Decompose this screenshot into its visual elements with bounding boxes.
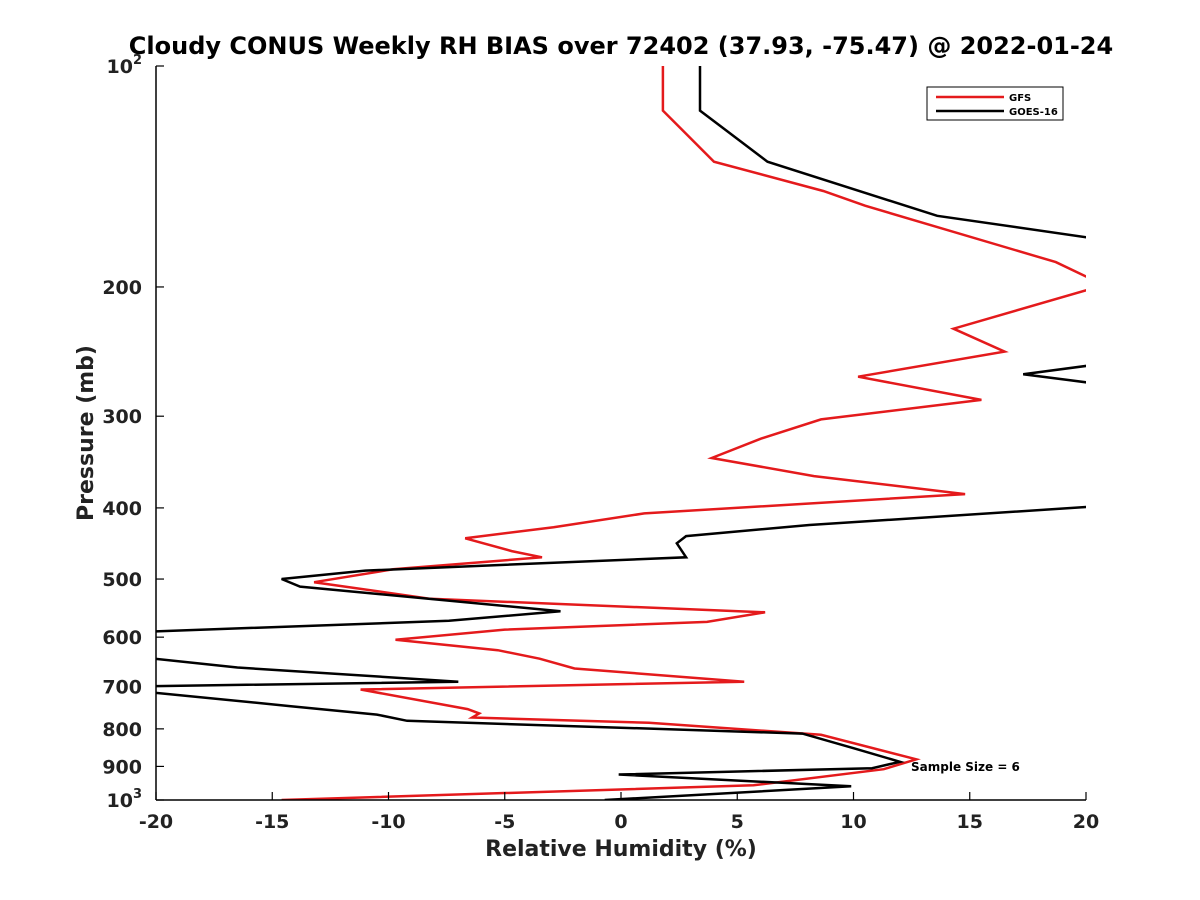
x-tick-label: -10 [371, 811, 405, 833]
x-tick-label: 0 [614, 811, 627, 833]
x-tick-label: -5 [494, 811, 515, 833]
sample-size-annotation: Sample Size = 6 [911, 760, 1020, 774]
y-tick-label: 102 [107, 53, 143, 78]
x-axis-ticks: -20 -15 -10 -5 0 5 10 15 20 [139, 792, 1099, 833]
series-layer [156, 66, 1086, 800]
x-tick-label: 15 [957, 811, 983, 833]
series-line-gfs [281, 66, 1086, 800]
y-tick-label: 700 [102, 676, 142, 698]
y-tick-label: 800 [102, 719, 142, 741]
y-tick-label: 103 [107, 787, 143, 812]
series-line-goes-16 [156, 66, 1086, 800]
y-tick-label: 900 [102, 756, 142, 778]
x-tick-label: -20 [139, 811, 173, 833]
x-axis-label: Relative Humidity (%) [485, 837, 757, 862]
legend-label-goes-16: GOES-16 [1009, 107, 1058, 118]
y-tick-label: 400 [102, 498, 142, 520]
x-tick-label: 5 [731, 811, 744, 833]
y-tick-label: 600 [102, 627, 142, 649]
x-tick-label: 10 [840, 811, 866, 833]
y-tick-label: 300 [102, 406, 142, 428]
legend-label-gfs: GFS [1009, 93, 1031, 104]
x-tick-label: -15 [255, 811, 289, 833]
y-tick-label: 500 [102, 569, 142, 591]
legend-box [926, 86, 1064, 121]
plot-area [156, 66, 1086, 800]
y-axis-ticks: 102 200 300 400 500 600 700 800 900 103 [102, 53, 164, 812]
y-tick-label: 200 [102, 277, 142, 299]
chart-title: Cloudy CONUS Weekly RH BIAS over 72402 (… [129, 32, 1113, 60]
legend: GFS GOES-16 [926, 86, 1064, 121]
x-tick-label: 20 [1073, 811, 1099, 833]
y-axis-label: Pressure (mb) [74, 345, 99, 521]
